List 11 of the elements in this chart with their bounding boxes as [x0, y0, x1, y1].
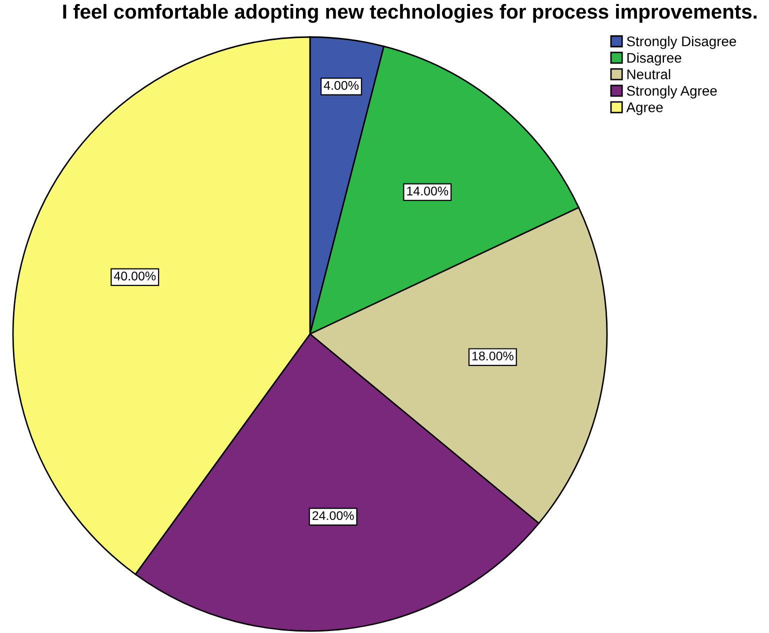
data-label: 40.00%	[114, 272, 156, 280]
legend-label: Disagree	[627, 52, 682, 66]
legend-label: Agree	[626, 102, 663, 115]
data-label: 14.00%	[407, 186, 448, 196]
data-label: 4.00%	[324, 80, 359, 90]
legend-label: Strongly Disagree	[626, 36, 736, 50]
chart-title: I feel comfortable adopting new technologies for process improvements.	[63, 4, 757, 23]
data-label: 24.00%	[312, 511, 354, 520]
legend-label: Strongly Agree	[626, 86, 717, 98]
legend-label: Neutral	[627, 69, 670, 80]
data-label: 18.00%	[472, 352, 514, 360]
